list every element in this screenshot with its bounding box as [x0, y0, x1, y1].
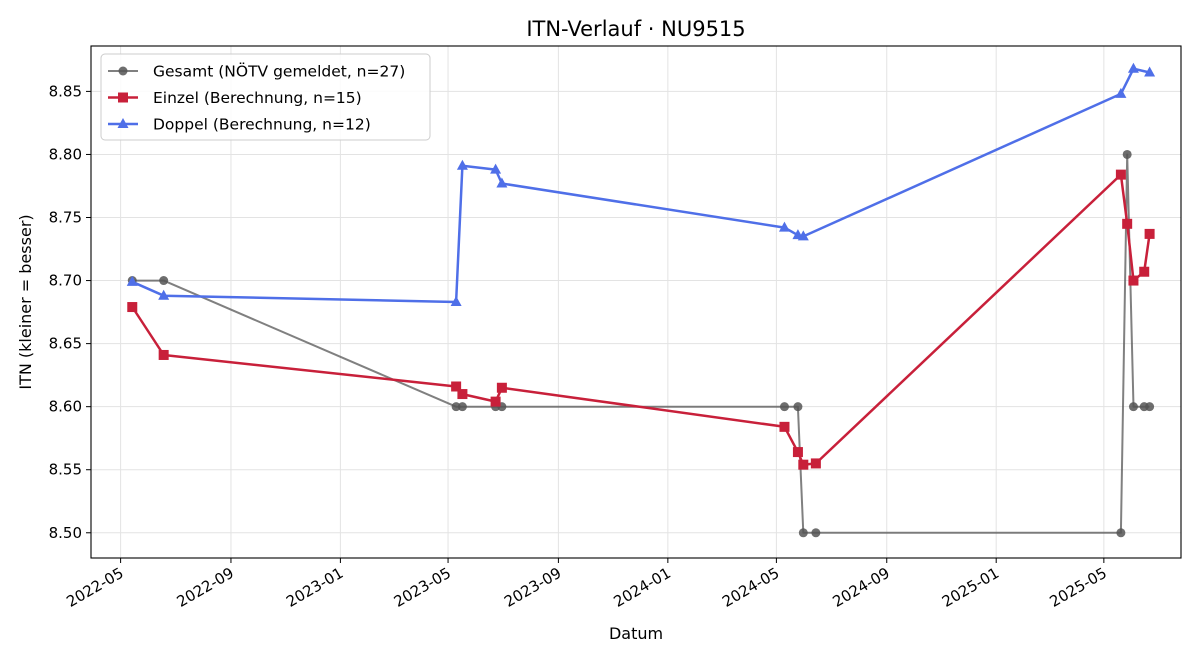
legend-label: Einzel (Berechnung, n=15) [153, 89, 362, 107]
data-point-square [779, 421, 790, 432]
data-point-square [1115, 169, 1126, 180]
data-point-triangle [450, 296, 462, 306]
y-tick-label: 8.75 [49, 209, 82, 227]
legend-marker-circle [118, 66, 128, 76]
legend-marker-square [118, 92, 128, 103]
data-point-triangle [490, 163, 502, 174]
legend-box [100, 53, 431, 141]
data-point-square [158, 349, 169, 360]
data-point-square [490, 396, 501, 407]
data-point-circle [1145, 402, 1155, 412]
data-point-square [496, 382, 507, 393]
data-point-square [127, 302, 138, 313]
data-point-square [1144, 228, 1155, 239]
data-point-circle [1128, 402, 1138, 412]
data-point-triangle [1144, 66, 1156, 77]
data-point-circle [159, 276, 169, 286]
data-point-square [451, 381, 462, 392]
y-tick-label: 8.50 [49, 524, 82, 542]
series-line-triangle [131, 67, 1150, 304]
y-tick-label: 8.70 [49, 272, 82, 290]
data-point-triangle [126, 275, 138, 286]
legend-label: Doppel (Berechnung, n=12) [153, 116, 371, 134]
y-axis-title: ITN (kleiner = besser) [16, 214, 35, 389]
data-point-triangle [797, 230, 809, 241]
data-point-square [792, 447, 803, 458]
chart-title: ITN-Verlauf · NU9515 [526, 17, 745, 41]
data-point-circle [451, 402, 461, 412]
legend: Gesamt (NÖTV gemeldet, n=27) Einzel (Bere… [100, 53, 431, 141]
y-tick-label: 8.55 [49, 461, 82, 479]
data-point-circle [779, 402, 789, 412]
data-point-circle [457, 402, 467, 412]
data-point-square [1122, 218, 1133, 229]
series-markers [126, 62, 1156, 538]
data-point-circle [811, 528, 821, 538]
data-point-triangle [158, 289, 170, 300]
data-point-triangle [1127, 62, 1139, 73]
legend-marker-triangle [117, 118, 129, 128]
data-point-circle [1116, 528, 1126, 538]
data-point-triangle [778, 221, 790, 232]
y-tick-label: 8.65 [49, 335, 82, 353]
data-point-circle [798, 528, 808, 538]
data-point-triangle [496, 177, 508, 188]
data-point-circle [1122, 149, 1132, 159]
data-point-triangle [456, 159, 468, 170]
data-point-triangle [1115, 87, 1127, 98]
data-point-square [457, 389, 468, 400]
data-point-circle [793, 402, 803, 412]
data-point-square [1128, 275, 1139, 286]
y-tick-label: 8.80 [49, 145, 82, 163]
y-tick-label: 8.60 [49, 398, 82, 416]
legend-label: Gesamt (NÖTV gemeldet, n=27) [153, 62, 405, 81]
data-point-square [1139, 266, 1150, 277]
y-axis-ticks: 8.50 8.55 8.60 8.65 8.70 8.75 8.80 8.85 [49, 82, 91, 542]
x-axis-title: Datum [609, 624, 663, 643]
y-tick-label: 8.85 [49, 82, 82, 100]
plot-frame [90, 45, 1182, 559]
data-point-square [810, 458, 821, 469]
data-point-square [798, 459, 809, 470]
